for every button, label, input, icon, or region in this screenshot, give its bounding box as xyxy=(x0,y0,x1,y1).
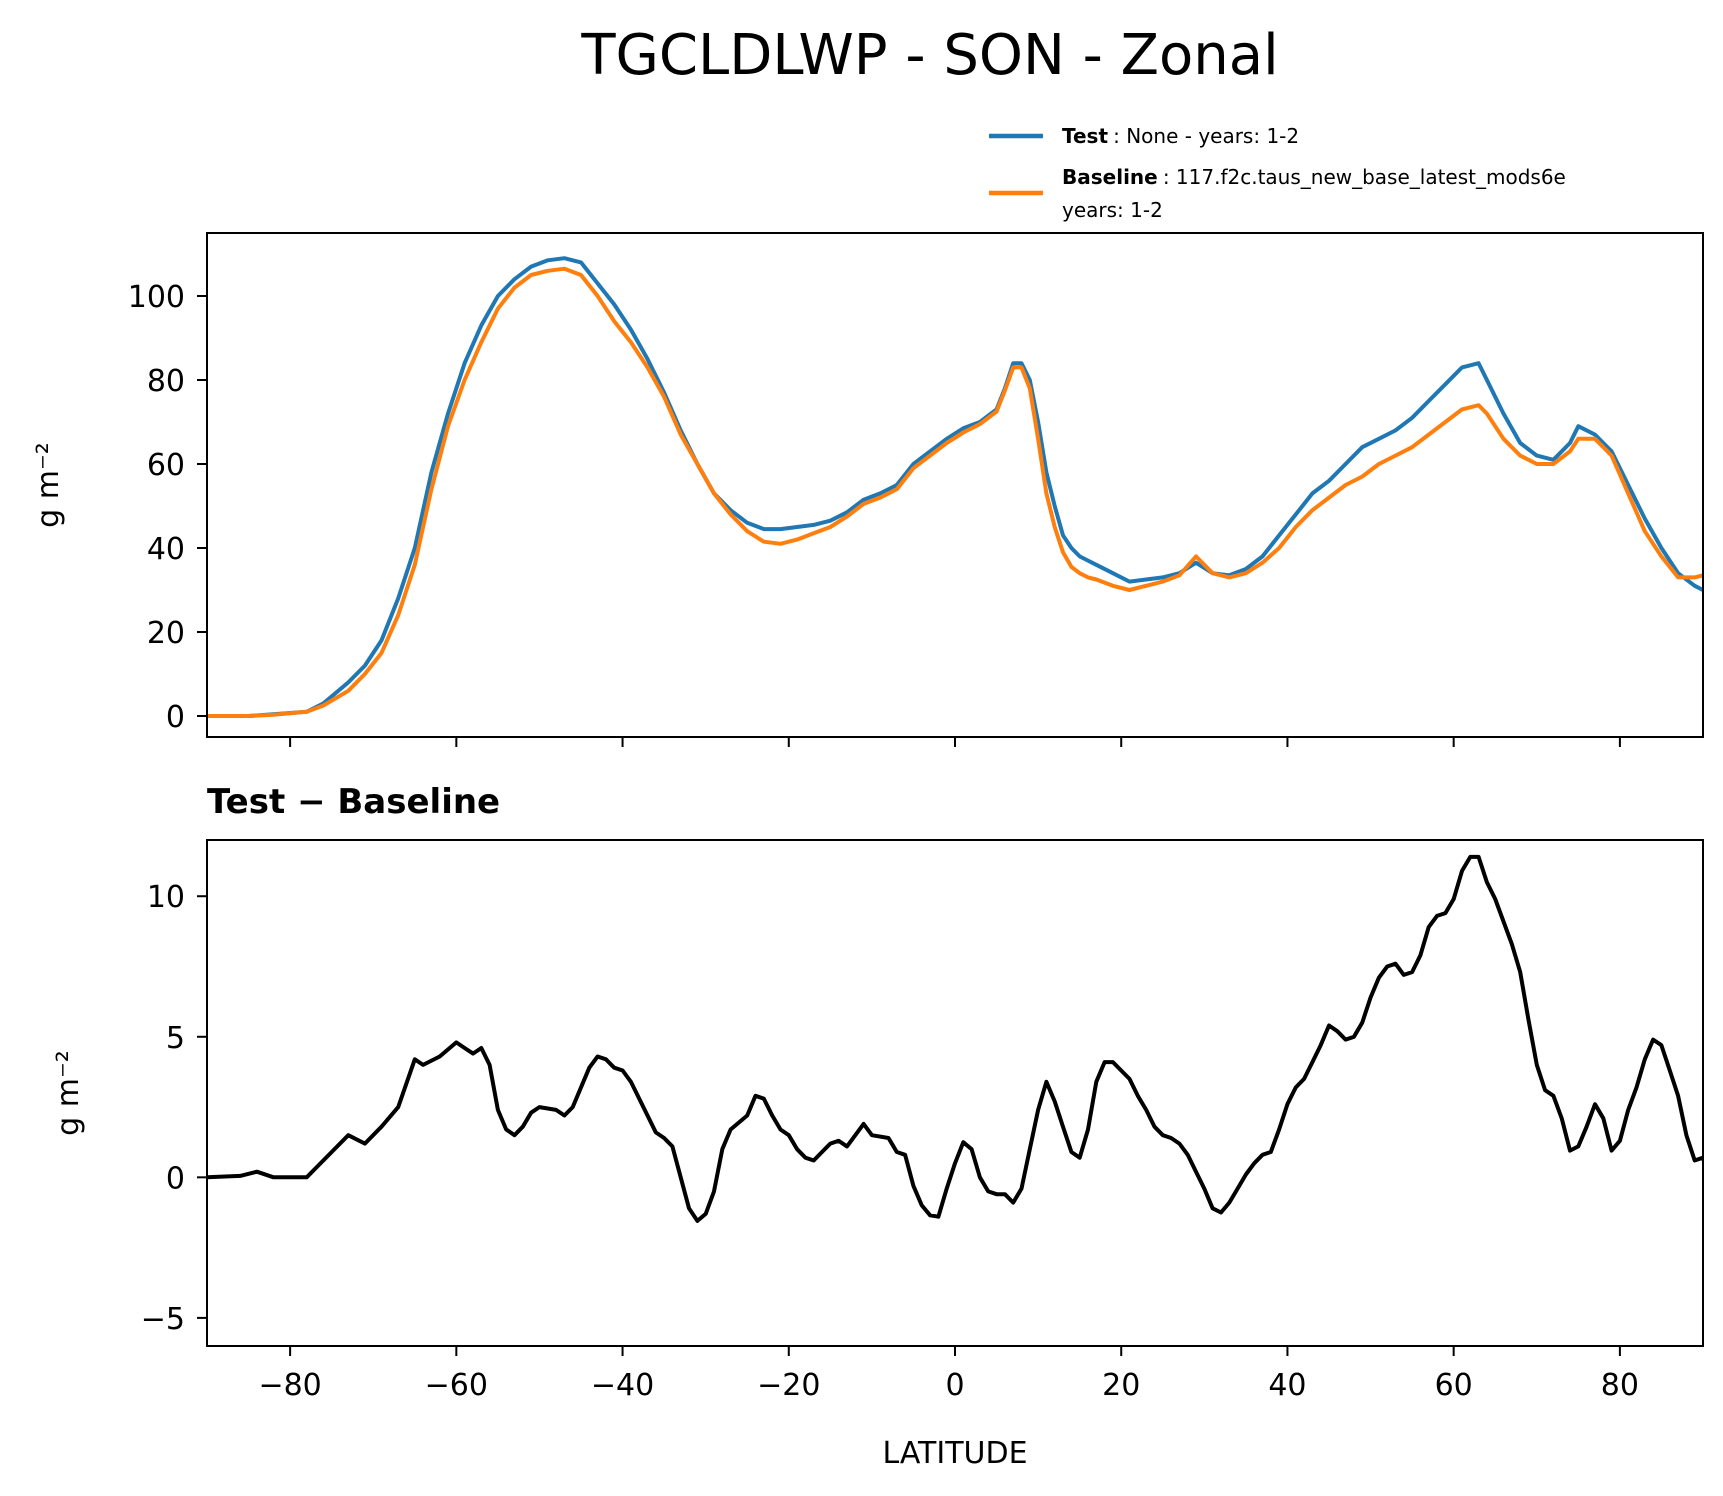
y-tick-label: 0 xyxy=(166,1161,185,1196)
legend-baseline-name: Baseline xyxy=(1062,165,1158,189)
panel-test-baseline: 0 20 40 60 80 100 g m⁻² xyxy=(31,232,1704,747)
series-line-baseline xyxy=(207,266,1703,718)
x-tick-label: 60 xyxy=(1435,1368,1473,1403)
x-tick-label: −20 xyxy=(757,1368,820,1403)
x-tick-label: 40 xyxy=(1268,1368,1306,1403)
difference-panel-title: Test − Baseline xyxy=(207,782,500,822)
legend-baseline-years: years: 1-2 xyxy=(1062,198,1163,222)
y-axis-title: g m⁻² xyxy=(31,442,66,528)
legend-baseline-text: : 117.f2c.taus_new_base_latest_mods6e xyxy=(1163,165,1566,189)
x-tick-label: 0 xyxy=(945,1368,964,1403)
series-line-test xyxy=(207,256,1703,718)
legend: Test : None - years: 1-2 Baseline : 117.… xyxy=(989,124,1566,222)
y-tick-label: 10 xyxy=(147,880,185,915)
chart-title: TGCLDLWP - SON - Zonal xyxy=(580,23,1278,88)
x-tick-label: 20 xyxy=(1102,1368,1140,1403)
y-axis-title: g m⁻² xyxy=(51,1050,86,1136)
series-line-difference xyxy=(207,854,1703,1223)
y-tick-label: 60 xyxy=(147,448,185,483)
panel-difference: −80 −60 −40 −20 0 20 40 60 80 −5 0 5 10 g m⁻² xyxy=(51,839,1704,1403)
legend-test-name: Test xyxy=(1062,124,1108,148)
legend-test-text: : None - years: 1-2 xyxy=(1113,124,1299,148)
x-tick-label: −80 xyxy=(258,1368,321,1403)
y-tick-label: 80 xyxy=(147,364,185,399)
y-tick-label: 20 xyxy=(147,616,185,651)
legend-baseline-label: Baseline : 117.f2c.taus_new_base_latest_… xyxy=(1062,165,1566,189)
y-tick-label: 5 xyxy=(166,1021,185,1056)
x-tick-label: 80 xyxy=(1601,1368,1639,1403)
x-axis-title: LATITUDE xyxy=(882,1436,1027,1471)
y-tick-label: −5 xyxy=(141,1302,185,1337)
x-tick-label: −60 xyxy=(425,1368,488,1403)
y-tick-label: 40 xyxy=(147,532,185,567)
y-tick-label: 0 xyxy=(166,700,185,735)
y-tick-label: 100 xyxy=(128,280,185,315)
legend-test-label: Test : None - years: 1-2 xyxy=(1062,124,1299,148)
x-tick-label: −40 xyxy=(591,1368,654,1403)
